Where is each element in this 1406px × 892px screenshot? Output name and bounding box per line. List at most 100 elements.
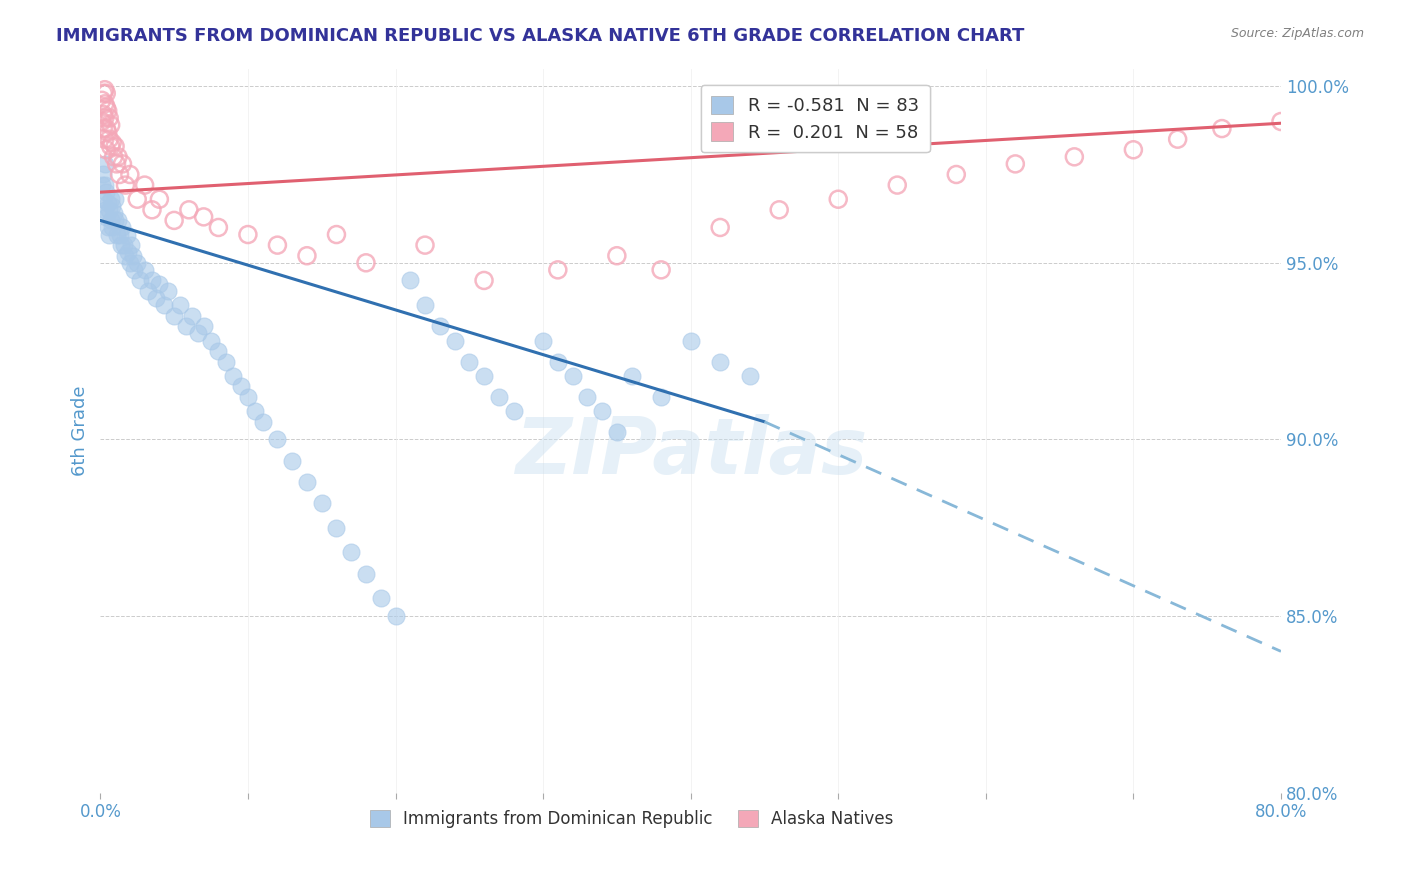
Point (98, 227, 121, 242)
Point (134, 178, 156, 192)
Point (281, 453, 304, 467)
Point (443, 334, 465, 348)
Point (91, 121, 114, 136)
Point (200, 334, 222, 348)
Y-axis label: 6th Grade: 6th Grade (72, 385, 89, 475)
Point (129, 273, 152, 287)
Point (738, 368, 761, 383)
Point (709, 355, 731, 369)
Point (104, 139, 127, 153)
Point (354, 566, 377, 581)
Point (91, 192, 114, 206)
Point (650, 263, 672, 277)
Point (118, 256, 141, 270)
Point (1299, 103, 1322, 118)
Point (547, 355, 569, 369)
Point (325, 227, 347, 242)
Point (136, 284, 159, 298)
Point (163, 213, 186, 227)
Point (118, 168, 141, 182)
Point (94, 83, 117, 97)
Point (488, 390, 510, 404)
Text: Source: ZipAtlas.com: Source: ZipAtlas.com (1230, 27, 1364, 40)
Point (547, 263, 569, 277)
Point (111, 220, 134, 235)
Point (110, 238, 132, 252)
Point (97, 220, 120, 235)
Point (94, 157, 117, 171)
Point (145, 291, 167, 305)
Point (105, 157, 128, 171)
Point (103, 150, 125, 164)
Point (148, 192, 170, 206)
Point (91, 168, 114, 182)
Point (174, 319, 197, 334)
Point (236, 390, 259, 404)
Point (115, 227, 138, 242)
Point (107, 213, 129, 227)
Point (413, 238, 436, 252)
Point (104, 192, 127, 206)
Point (107, 150, 129, 164)
Point (1270, 114, 1292, 128)
Point (252, 415, 274, 429)
Point (94, 111, 117, 125)
Point (127, 192, 149, 206)
Point (96, 87, 118, 101)
Point (180, 309, 202, 323)
Point (370, 591, 392, 606)
Point (100, 213, 122, 227)
Point (104, 213, 127, 227)
Text: IMMIGRANTS FROM DOMINICAN REPUBLIC VS ALASKA NATIVE 6TH GRADE CORRELATION CHART: IMMIGRANTS FROM DOMINICAN REPUBLIC VS AL… (56, 27, 1025, 45)
Point (96, 185, 118, 199)
Point (98, 111, 121, 125)
Point (112, 238, 135, 252)
Point (187, 326, 209, 341)
Point (134, 263, 156, 277)
Point (169, 298, 191, 312)
Point (429, 319, 451, 334)
Point (94, 202, 117, 217)
Point (105, 227, 128, 242)
Point (207, 344, 229, 359)
Point (108, 168, 131, 182)
Point (591, 404, 613, 418)
Point (768, 202, 790, 217)
Point (94, 178, 117, 192)
Point (163, 309, 186, 323)
Point (141, 202, 163, 217)
Point (354, 256, 377, 270)
Point (141, 273, 163, 287)
Point (472, 368, 495, 383)
Point (193, 319, 215, 334)
Point (531, 334, 554, 348)
Point (153, 298, 176, 312)
Point (91, 107, 114, 121)
Point (90, 93, 112, 107)
Point (98, 132, 121, 146)
Point (91, 87, 114, 101)
Point (127, 256, 149, 270)
Point (97, 103, 120, 118)
Point (111, 157, 134, 171)
Point (502, 404, 524, 418)
Point (679, 334, 702, 348)
Point (561, 368, 583, 383)
Point (96, 143, 118, 157)
Point (124, 263, 146, 277)
Point (96, 121, 118, 136)
Point (1004, 157, 1026, 171)
Point (886, 178, 908, 192)
Point (101, 136, 124, 150)
Point (114, 178, 136, 192)
Point (384, 609, 406, 624)
Point (207, 220, 229, 235)
Point (413, 298, 436, 312)
Text: ZIPatlas: ZIPatlas (515, 414, 866, 491)
Point (472, 273, 495, 287)
Point (108, 227, 131, 242)
Point (620, 368, 643, 383)
Point (101, 199, 124, 213)
Point (1167, 132, 1189, 146)
Point (100, 139, 122, 153)
